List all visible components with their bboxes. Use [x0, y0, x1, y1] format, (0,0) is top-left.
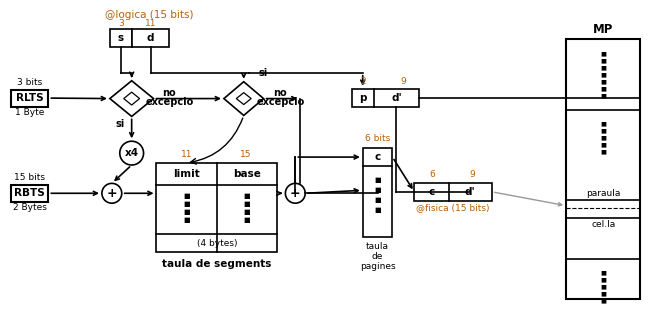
Text: ■: ■: [374, 187, 381, 193]
Text: d: d: [147, 33, 154, 43]
Text: 6 bits: 6 bits: [365, 134, 390, 143]
Text: ■: ■: [183, 209, 190, 215]
Circle shape: [102, 183, 122, 203]
Text: ■: ■: [600, 79, 606, 84]
Text: ■: ■: [243, 193, 250, 199]
Text: no: no: [274, 88, 288, 98]
Text: @fisica (15 bits): @fisica (15 bits): [416, 203, 490, 212]
Bar: [132, 29, 169, 47]
Text: RBTS: RBTS: [14, 188, 45, 198]
Text: x4: x4: [125, 148, 139, 158]
Text: ■: ■: [600, 86, 606, 91]
Text: 11: 11: [180, 150, 192, 159]
Text: RLTS: RLTS: [16, 93, 44, 103]
Text: limit: limit: [173, 169, 200, 179]
Text: base: base: [233, 169, 260, 179]
Text: ■: ■: [183, 201, 190, 207]
Bar: [363, 148, 393, 237]
Text: ■: ■: [600, 58, 606, 63]
Bar: [352, 89, 419, 107]
Polygon shape: [124, 92, 139, 105]
Bar: [157, 163, 278, 252]
Text: MP: MP: [593, 23, 613, 36]
Text: ■: ■: [600, 72, 606, 77]
Text: taula: taula: [366, 242, 389, 251]
Text: 15 bits: 15 bits: [14, 173, 45, 182]
Text: cel.la: cel.la: [591, 220, 615, 229]
Text: d': d': [465, 187, 475, 197]
Text: no: no: [163, 88, 176, 98]
Circle shape: [286, 183, 305, 203]
Text: de: de: [372, 252, 383, 261]
Text: +: +: [106, 187, 117, 200]
Text: 9: 9: [469, 170, 475, 179]
Text: ■: ■: [374, 177, 381, 183]
Text: 15: 15: [240, 150, 251, 159]
Bar: [414, 183, 492, 201]
Text: 9: 9: [401, 77, 407, 86]
Text: ■: ■: [183, 193, 190, 199]
Text: ■: ■: [374, 197, 381, 203]
Text: 11: 11: [145, 19, 156, 28]
Text: ■: ■: [600, 143, 606, 148]
Text: (4 bytes): (4 bytes): [197, 239, 237, 248]
Text: ■: ■: [243, 209, 250, 215]
Text: excepcio: excepcio: [145, 97, 194, 107]
Text: ■: ■: [600, 285, 606, 290]
Text: ■: ■: [600, 271, 606, 276]
Text: 3: 3: [118, 19, 124, 28]
Text: ■: ■: [374, 207, 381, 213]
Text: ■: ■: [600, 292, 606, 297]
Polygon shape: [110, 81, 153, 117]
Polygon shape: [236, 93, 251, 105]
Text: 6: 6: [429, 170, 435, 179]
Text: 2: 2: [360, 77, 366, 86]
Text: ■: ■: [600, 150, 606, 155]
Text: ■: ■: [600, 51, 606, 56]
Text: c: c: [428, 187, 434, 197]
Text: ■: ■: [600, 136, 606, 141]
Bar: [11, 90, 48, 107]
Text: ■: ■: [600, 298, 606, 303]
Text: +: +: [290, 187, 301, 200]
Text: p: p: [359, 93, 366, 103]
Text: @logica (15 bits): @logica (15 bits): [105, 10, 194, 20]
Text: ■: ■: [600, 93, 606, 98]
Text: s: s: [118, 33, 124, 43]
Text: excepcio: excepcio: [256, 97, 305, 107]
Bar: [110, 29, 132, 47]
Text: si: si: [259, 68, 268, 78]
Polygon shape: [224, 82, 264, 116]
Text: ■: ■: [600, 278, 606, 283]
Text: ■: ■: [600, 122, 606, 127]
Text: ■: ■: [243, 201, 250, 207]
Text: paraula: paraula: [586, 189, 621, 198]
Text: ■: ■: [600, 129, 606, 134]
Bar: [566, 39, 641, 299]
Circle shape: [120, 141, 143, 165]
Text: d': d': [391, 93, 402, 103]
Text: 2 Bytes: 2 Bytes: [13, 203, 46, 212]
Text: ■: ■: [183, 216, 190, 222]
Text: taula de segments: taula de segments: [162, 259, 272, 269]
Text: pagines: pagines: [360, 262, 395, 271]
Text: ■: ■: [243, 216, 250, 222]
Bar: [11, 185, 48, 202]
Text: 1 Byte: 1 Byte: [15, 108, 44, 117]
Text: si: si: [115, 119, 124, 129]
Text: c: c: [375, 152, 381, 162]
Text: ■: ■: [600, 65, 606, 70]
Text: 3 bits: 3 bits: [17, 78, 42, 87]
